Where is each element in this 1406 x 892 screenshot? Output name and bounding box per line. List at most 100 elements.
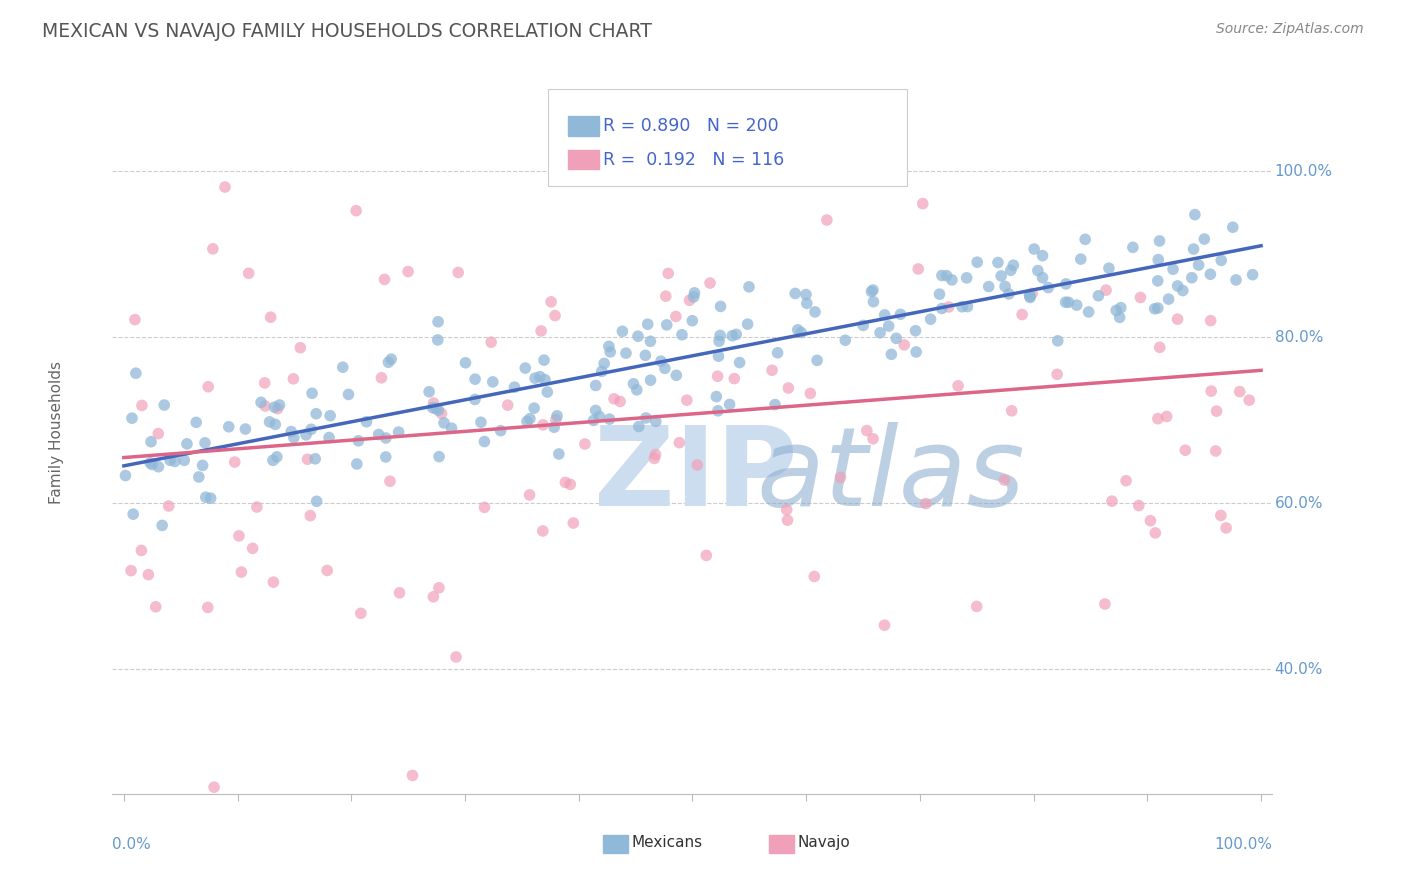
Point xyxy=(114,468,136,483)
Point xyxy=(675,393,697,408)
Point xyxy=(159,453,181,467)
Point xyxy=(280,425,302,439)
Point xyxy=(427,581,450,595)
Point xyxy=(120,564,142,578)
Point xyxy=(1098,261,1121,276)
Point xyxy=(388,425,411,439)
Point xyxy=(1181,270,1204,285)
Point xyxy=(880,347,903,361)
Point xyxy=(139,434,162,449)
Point xyxy=(776,502,799,516)
Point xyxy=(856,424,879,438)
Point xyxy=(425,401,447,416)
Point xyxy=(699,276,721,290)
Point xyxy=(534,373,557,387)
Point xyxy=(1182,242,1205,256)
Point xyxy=(1156,409,1178,424)
Point xyxy=(904,324,927,338)
Point xyxy=(704,390,727,404)
Point xyxy=(1032,270,1054,285)
Point xyxy=(956,300,979,314)
Point xyxy=(138,567,160,582)
Point xyxy=(202,780,225,794)
Point xyxy=(668,435,690,450)
Point xyxy=(998,287,1021,301)
Point xyxy=(262,453,284,467)
Point xyxy=(834,333,856,347)
Point xyxy=(623,376,645,391)
Point xyxy=(1215,521,1237,535)
Point xyxy=(131,543,153,558)
Point xyxy=(1199,384,1222,398)
Point xyxy=(1199,313,1222,327)
Point xyxy=(862,432,884,446)
Text: atlas: atlas xyxy=(756,423,1025,530)
Point xyxy=(1171,284,1194,298)
Point xyxy=(1019,289,1042,303)
Point xyxy=(1109,301,1132,315)
Point xyxy=(122,507,145,521)
Point xyxy=(444,649,467,664)
Point xyxy=(422,401,444,415)
Point xyxy=(931,268,953,283)
Point xyxy=(543,420,565,434)
Point xyxy=(1057,295,1080,310)
Point xyxy=(860,285,883,299)
Point xyxy=(479,335,502,350)
Point xyxy=(993,473,1015,487)
Point xyxy=(1054,295,1077,310)
Point xyxy=(197,600,219,615)
Point xyxy=(574,437,596,451)
Point xyxy=(544,412,567,426)
Point xyxy=(1211,253,1233,268)
Point xyxy=(350,607,373,621)
Text: R =  0.192   N = 116: R = 0.192 N = 116 xyxy=(603,151,785,169)
Point xyxy=(235,422,257,436)
Point xyxy=(1070,252,1092,266)
Point xyxy=(1018,287,1040,301)
Point xyxy=(1157,292,1180,306)
Point xyxy=(194,435,217,450)
Point xyxy=(582,413,605,427)
Point xyxy=(560,477,582,491)
Point xyxy=(654,361,676,376)
Point xyxy=(907,262,929,277)
Point xyxy=(966,255,988,269)
Point xyxy=(197,380,219,394)
Point xyxy=(681,314,703,328)
Point xyxy=(536,385,558,400)
Point xyxy=(950,300,973,314)
Point xyxy=(194,490,217,504)
Point xyxy=(1144,525,1167,540)
Point xyxy=(1174,443,1197,458)
Point xyxy=(1095,283,1118,297)
Point xyxy=(262,575,284,590)
Point xyxy=(1021,286,1043,301)
Point xyxy=(804,305,827,319)
Point xyxy=(295,428,318,442)
Point xyxy=(530,324,553,338)
Point xyxy=(533,353,555,368)
Point xyxy=(297,452,319,467)
Point xyxy=(709,328,731,343)
Point xyxy=(474,434,496,449)
Point xyxy=(524,371,547,385)
Point xyxy=(941,273,963,287)
Point xyxy=(695,549,717,563)
Point xyxy=(544,309,567,323)
Point xyxy=(422,590,444,604)
Point xyxy=(873,308,896,322)
Point xyxy=(935,268,957,283)
Point xyxy=(738,280,761,294)
Text: 60.0%: 60.0% xyxy=(1275,496,1323,511)
Point xyxy=(1122,240,1144,254)
Point xyxy=(1239,393,1261,408)
Point xyxy=(683,285,706,300)
Point xyxy=(1146,274,1168,288)
Point xyxy=(319,409,342,423)
Point xyxy=(761,363,783,377)
Point xyxy=(1167,279,1189,293)
Point xyxy=(163,454,186,468)
Point xyxy=(905,345,928,359)
Point xyxy=(725,327,748,342)
